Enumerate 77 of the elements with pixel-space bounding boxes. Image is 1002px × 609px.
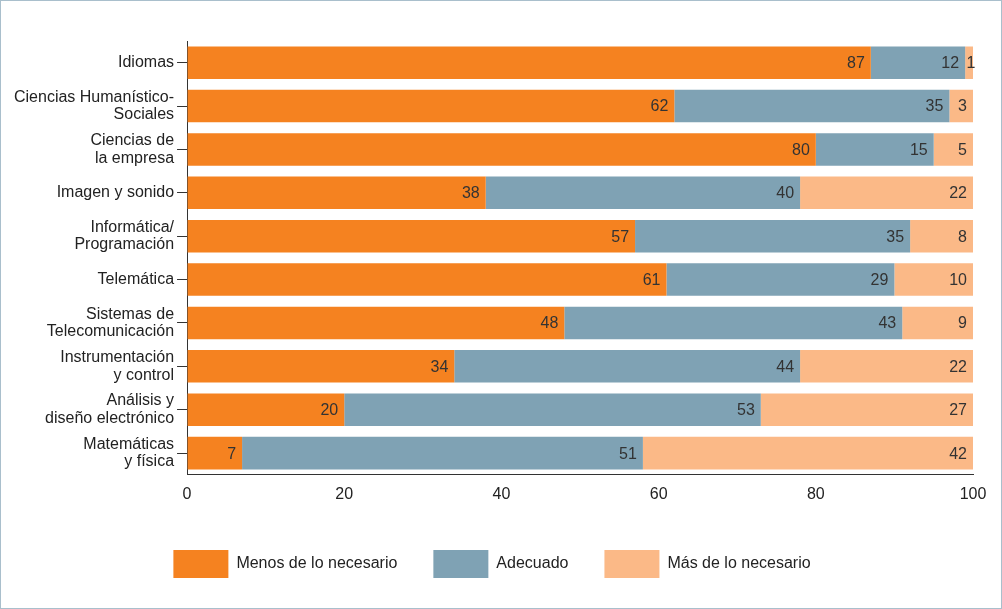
bar: [344, 393, 761, 426]
x-tick-label: 80: [806, 484, 825, 502]
data-label: 44: [776, 357, 795, 375]
bar: [666, 263, 895, 296]
data-label: 53: [737, 401, 755, 419]
bar: [485, 176, 801, 210]
bar: [800, 176, 973, 210]
bar: [242, 436, 643, 470]
bar: [187, 393, 345, 426]
bar: [187, 89, 675, 123]
data-label: 61: [642, 271, 661, 288]
data-label: 42: [949, 444, 968, 462]
bar: [870, 46, 966, 79]
y-tick-label: Idiomas: [118, 53, 175, 71]
bar: [902, 306, 973, 340]
bar: [815, 133, 934, 166]
x-tick-label: 60: [649, 484, 668, 502]
legend-label: Adecuado: [496, 554, 569, 572]
y-tick-label: Ciencias de la empresa: [90, 131, 175, 166]
bar: [187, 46, 871, 79]
data-label: 22: [949, 357, 968, 375]
data-label: 62: [650, 97, 669, 115]
bar: [933, 133, 973, 166]
bar: [894, 263, 973, 296]
bar: [674, 89, 950, 123]
data-label: 48: [540, 314, 559, 332]
bar: [187, 306, 565, 340]
bar: [187, 263, 667, 296]
data-label: 12: [941, 54, 960, 72]
y-tick-label: Informática/ Programación: [74, 217, 175, 253]
data-label: 5: [958, 140, 968, 158]
data-label: 22: [949, 184, 968, 202]
y-tick-label: Matemáticas y física: [83, 434, 175, 470]
y-tick-label: Telemática: [97, 270, 175, 287]
data-label: 15: [909, 140, 928, 158]
data-label: 51: [619, 444, 637, 462]
data-label: 80: [792, 140, 810, 158]
data-label: 35: [925, 97, 944, 115]
y-tick-label: Imagen y sonido: [56, 183, 175, 201]
x-tick-label: 0: [182, 484, 192, 502]
data-label: 35: [886, 227, 905, 245]
bar: [187, 436, 243, 470]
data-label: 87: [847, 54, 865, 72]
bar: [642, 436, 973, 470]
y-tick-label: Sistemas de Telecomunicación: [46, 304, 175, 340]
legend-label: Más de lo necesario: [667, 554, 811, 572]
data-label: 38: [461, 184, 480, 202]
data-label: 43: [878, 314, 897, 332]
bar: [564, 306, 903, 340]
bar: [454, 350, 801, 383]
data-label: 34: [430, 357, 449, 375]
y-tick-label: Instrumentación y control: [60, 347, 175, 383]
data-label: 27: [949, 401, 968, 419]
data-label: 57: [611, 227, 630, 245]
bar: [910, 219, 973, 253]
x-tick-label: 100: [959, 484, 987, 502]
x-tick-label: 20: [335, 484, 354, 502]
data-label: 8: [958, 227, 968, 245]
bar: [760, 393, 973, 426]
bar: [635, 219, 911, 253]
legend-label: Menos de lo necesario: [236, 554, 398, 572]
data-label: 29: [870, 271, 889, 288]
x-tick-label: 40: [492, 484, 511, 502]
data-label: 9: [958, 314, 968, 332]
bar: [800, 350, 973, 383]
data-label: 40: [776, 184, 795, 202]
y-tick-label: Ciencias Humanístico- Sociales: [13, 87, 175, 123]
data-label: 7: [227, 444, 237, 462]
data-label: 20: [320, 401, 339, 419]
bar: [949, 89, 973, 123]
data-label: 3: [958, 97, 968, 115]
y-tick-label: Análisis y diseño electrónico: [45, 391, 175, 426]
bar: [187, 133, 816, 166]
bar: [187, 219, 636, 253]
data-label: 10: [949, 271, 968, 288]
bar: [187, 176, 486, 210]
bar: [187, 350, 455, 383]
